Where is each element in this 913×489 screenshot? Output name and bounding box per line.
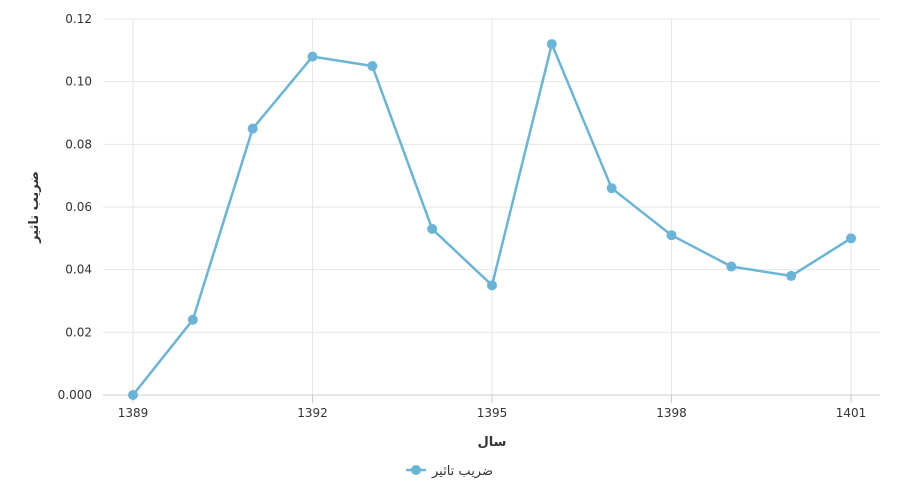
data-point[interactable] bbox=[846, 233, 856, 244]
y-tick-label: 0.02 bbox=[65, 325, 92, 339]
x-tick-label: 1392 bbox=[297, 406, 328, 420]
y-tick-label: 0.06 bbox=[65, 200, 92, 214]
legend[interactable]: ضریب تاثیر bbox=[406, 464, 493, 479]
series-group bbox=[128, 39, 856, 400]
legend-point-marker bbox=[411, 465, 421, 475]
x-tick-label: 1395 bbox=[477, 406, 508, 420]
y-tick-label: 0.000 bbox=[58, 388, 92, 402]
grid bbox=[103, 18, 880, 403]
data-point[interactable] bbox=[666, 230, 677, 241]
y-tick-label: 0.12 bbox=[65, 12, 92, 26]
data-point[interactable] bbox=[367, 61, 378, 71]
y-tick-label: 0.10 bbox=[65, 75, 92, 89]
x-axis-ticks: 1389 1392 1395 1398 1401 bbox=[118, 406, 867, 420]
data-point[interactable] bbox=[487, 280, 497, 291]
data-point[interactable] bbox=[307, 51, 318, 62]
y-tick-label: 0.04 bbox=[65, 263, 92, 277]
data-point[interactable] bbox=[187, 314, 198, 325]
x-tick-label: 1401 bbox=[836, 406, 867, 420]
y-axis-title: ضریب تاثیر bbox=[27, 171, 42, 244]
x-tick-label: 1389 bbox=[118, 406, 149, 420]
data-point[interactable] bbox=[606, 183, 617, 194]
y-tick-label: 0.08 bbox=[65, 137, 92, 151]
data-point[interactable] bbox=[247, 123, 258, 134]
x-axis-title: سال bbox=[478, 435, 507, 450]
data-point[interactable] bbox=[427, 223, 438, 234]
data-point[interactable] bbox=[128, 390, 138, 400]
data-point[interactable] bbox=[726, 261, 737, 272]
data-point[interactable] bbox=[786, 270, 797, 281]
y-axis-ticks: 0.000 0.02 0.04 0.06 0.08 0.10 0.12 bbox=[58, 12, 92, 402]
data-point[interactable] bbox=[546, 39, 557, 50]
x-tick-label: 1398 bbox=[656, 406, 687, 420]
legend-label: ضریب تاثیر bbox=[431, 464, 493, 479]
